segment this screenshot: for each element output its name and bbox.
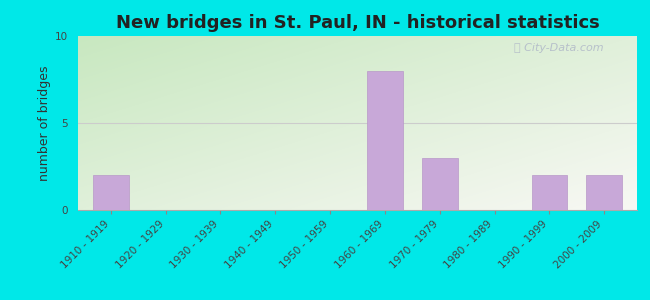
Title: New bridges in St. Paul, IN - historical statistics: New bridges in St. Paul, IN - historical…	[116, 14, 599, 32]
Text: ⦿ City-Data.com: ⦿ City-Data.com	[514, 43, 604, 53]
Bar	[93, 175, 129, 210]
Bar	[367, 71, 403, 210]
Bar	[532, 175, 567, 210]
Bar	[586, 175, 622, 210]
Y-axis label: number of bridges: number of bridges	[38, 65, 51, 181]
Bar	[422, 158, 458, 210]
